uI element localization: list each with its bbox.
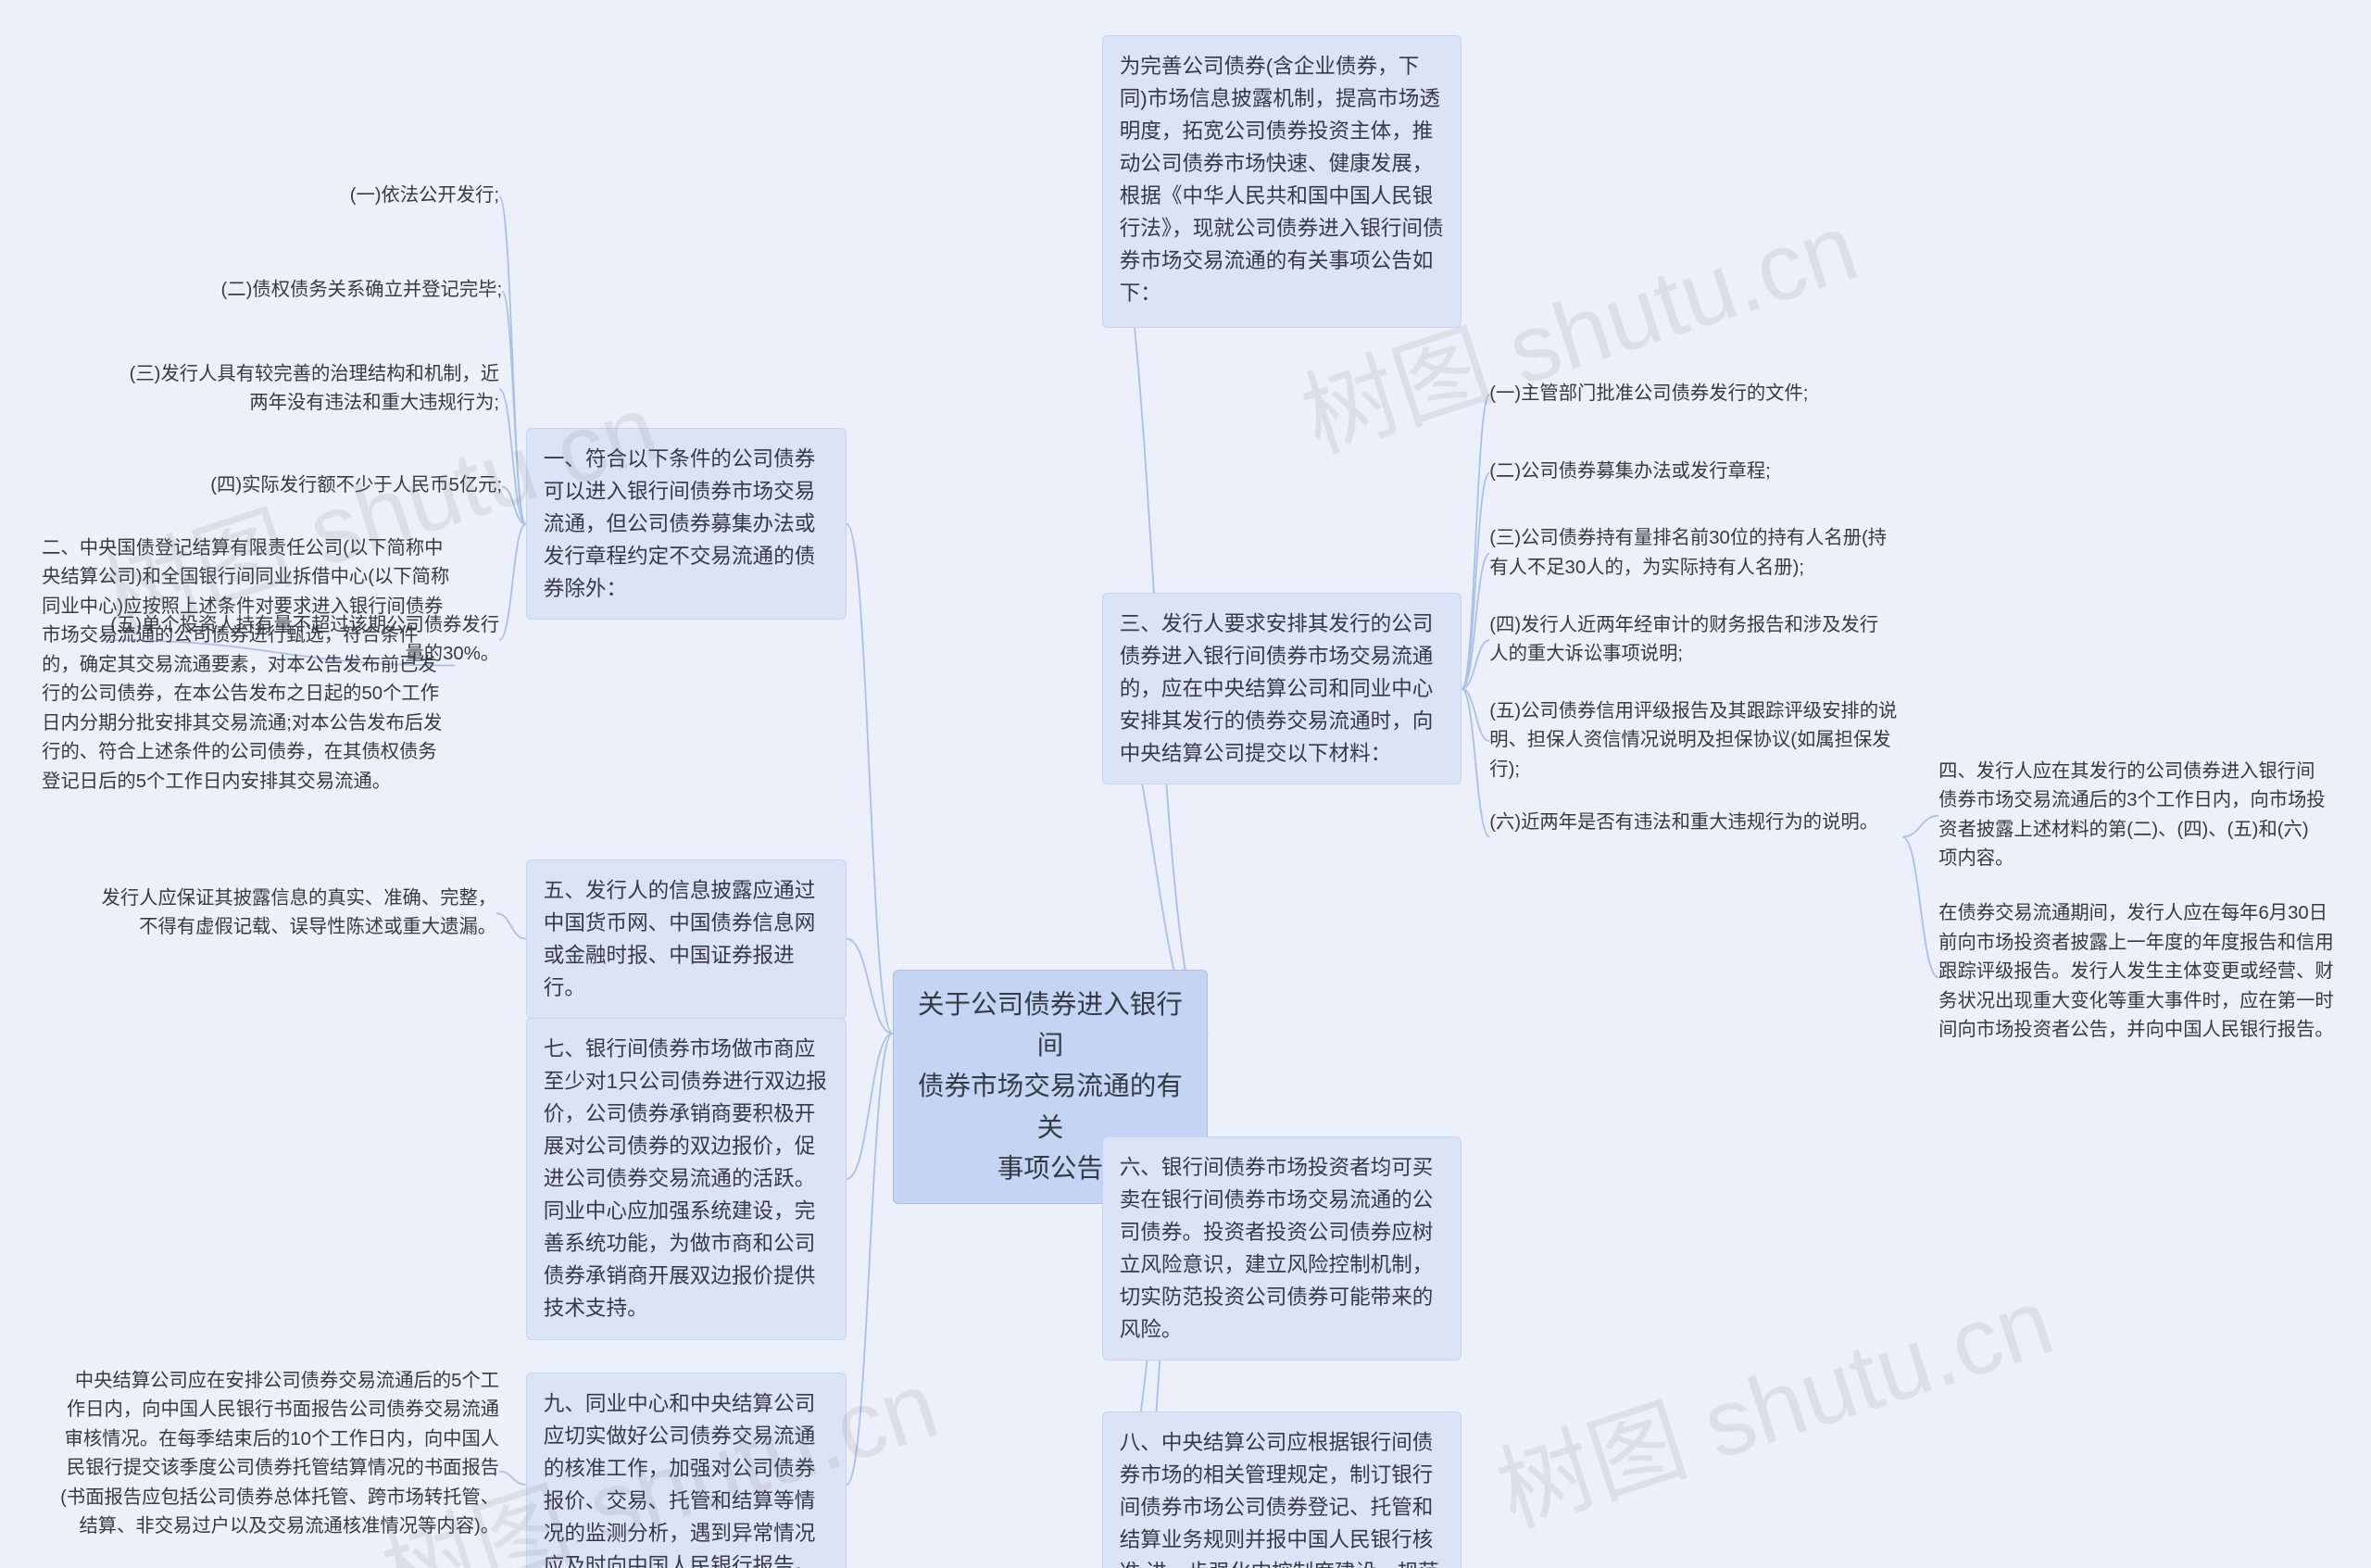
b6: 六、银行间债券市场投资者均可买卖在银行间债券市场交易流通的公司债券。投资者投资公…	[1102, 1136, 1462, 1361]
b5: 五、发行人的信息披露应通过中国货币网、中国债券信息网或金融时报、中国证券报进行。	[526, 859, 847, 1019]
b3: 三、发行人要求安排其发行的公司债券进入银行间债券市场交易流通的，应在中央结算公司…	[1102, 593, 1462, 784]
b1l3: (三)发行人具有较完善的治理结构和机制，近两年没有违法和重大违规行为;	[126, 360, 500, 419]
b3l6s2: 在债券交易流通期间，发行人应在每年6月30日前向市场投资者披露上一年度的年度报告…	[1938, 899, 2338, 1056]
intro: 为完善公司债券(含企业债券，下同)市场信息披露机制，提高市场透明度，拓宽公司债券…	[1102, 35, 1462, 328]
b2: 二、中央国债登记结算有限责任公司(以下简称中央结算公司)和全国银行间同业拆借中心…	[42, 534, 455, 797]
b1l4: (四)实际发行额不少于人民币5亿元;	[190, 471, 502, 502]
b9: 九、同业中心和中央结算公司应切实做好公司债券交易流通的核准工作，加强对公司债券报…	[526, 1373, 847, 1568]
b1l1: (一)依法公开发行;	[334, 182, 499, 212]
b3l1: (一)主管部门批准公司债券发行的文件;	[1489, 380, 1832, 410]
b3l2: (二)公司债券募集办法或发行章程;	[1489, 458, 1796, 488]
b7: 七、银行间债券市场做市商应至少对1只公司债券进行双边报价，公司债券承销商要积极开…	[526, 1018, 847, 1339]
b3l5: (五)公司债券信用评级报告及其跟踪评级安排的说明、担保人资信情况说明及担保协议(…	[1489, 697, 1902, 785]
b1: 一、符合以下条件的公司债券可以进入银行间债券市场交易流通，但公司债券募集办法或发…	[526, 428, 847, 620]
b1l2: (二)债权债务关系确立并登记完毕;	[209, 276, 502, 307]
b3l6: (六)近两年是否有违法和重大违规行为的说明。	[1489, 809, 1902, 864]
b8: 八、中央结算公司应根据银行间债券市场的相关管理规定，制订银行间债券市场公司债券登…	[1102, 1411, 1462, 1568]
b3l3: (三)公司债券持有量排名前30位的持有人名册(持有人不足30人的，为实际持有人名…	[1489, 524, 1897, 583]
b5l1: 发行人应保证其披露信息的真实、准确、完整，不得有虚假记载、误导性陈述或重大遗漏。	[92, 884, 496, 943]
b9l1: 中央结算公司应在安排公司债券交易流通后的5个工作日内，向中国人民银行书面报告公司…	[58, 1367, 499, 1568]
b3l6s1: 四、发行人应在其发行的公司债券进入银行间债券市场交易流通后的3个工作日内，向市场…	[1938, 758, 2327, 874]
b3l4: (四)发行人近两年经审计的财务报告和涉及发行人的重大诉讼事项说明;	[1489, 611, 1888, 670]
